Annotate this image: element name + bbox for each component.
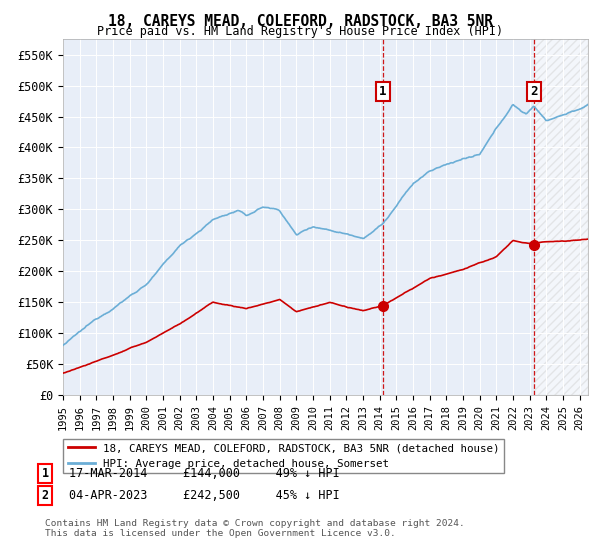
- Text: This data is licensed under the Open Government Licence v3.0.: This data is licensed under the Open Gov…: [45, 530, 396, 539]
- Text: 18, CAREYS MEAD, COLEFORD, RADSTOCK, BA3 5NR: 18, CAREYS MEAD, COLEFORD, RADSTOCK, BA3…: [107, 14, 493, 29]
- Text: 1: 1: [41, 466, 49, 480]
- Text: Price paid vs. HM Land Registry's House Price Index (HPI): Price paid vs. HM Land Registry's House …: [97, 25, 503, 38]
- Text: 2: 2: [530, 85, 538, 98]
- Legend: 18, CAREYS MEAD, COLEFORD, RADSTOCK, BA3 5NR (detached house), HPI: Average pric: 18, CAREYS MEAD, COLEFORD, RADSTOCK, BA3…: [63, 439, 504, 473]
- Text: 1: 1: [379, 85, 387, 98]
- Text: 04-APR-2023     £242,500     45% ↓ HPI: 04-APR-2023 £242,500 45% ↓ HPI: [69, 489, 340, 502]
- Text: 17-MAR-2014     £144,000     49% ↓ HPI: 17-MAR-2014 £144,000 49% ↓ HPI: [69, 466, 340, 480]
- Text: 2: 2: [41, 489, 49, 502]
- Text: Contains HM Land Registry data © Crown copyright and database right 2024.: Contains HM Land Registry data © Crown c…: [45, 520, 465, 529]
